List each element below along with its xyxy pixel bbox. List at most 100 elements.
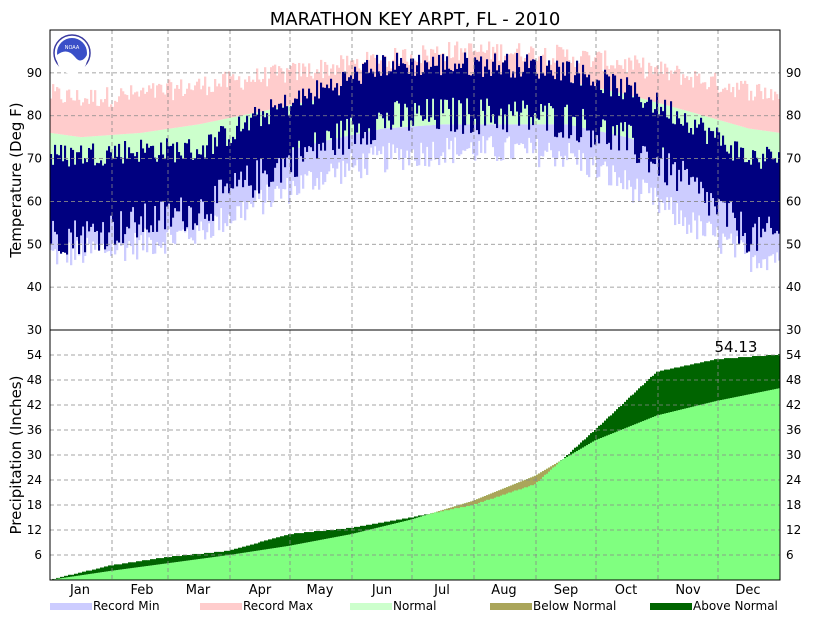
record-min-bar: [368, 131, 371, 154]
normal-bar: [444, 77, 447, 125]
above-normal-bar: [116, 564, 119, 571]
precip-normal-bar: [304, 542, 307, 580]
record-min-bar: [518, 124, 521, 146]
actual-temp-bar: [710, 131, 713, 194]
precip-normal-bar: [510, 485, 513, 580]
actual-temp-bar: [84, 158, 87, 253]
record-min-bar: [488, 124, 491, 138]
record-max-bar: [62, 102, 65, 135]
record-min-bar: [356, 133, 359, 160]
actual-temp-bar: [380, 75, 383, 115]
record-max-bar: [152, 83, 155, 132]
precip-normal-bar: [270, 548, 273, 580]
precip-tick-label-left: 6: [34, 548, 42, 562]
record-max-bar: [334, 74, 337, 96]
record-max-bar: [706, 89, 709, 117]
record-min-bar: [234, 163, 237, 221]
record-max-bar: [200, 89, 203, 124]
record-max-bar: [102, 102, 105, 136]
record-min-bar: [452, 124, 455, 164]
above-normal-bar: [718, 359, 721, 401]
record-min-bar: [462, 124, 465, 151]
record-min-bar: [626, 137, 629, 190]
actual-temp-bar: [116, 156, 119, 241]
above-normal-bar: [336, 528, 339, 537]
record-max-bar: [730, 92, 733, 124]
record-max-bar: [288, 69, 291, 106]
normal-bar: [198, 124, 201, 172]
record-min-bar: [336, 138, 339, 169]
precip-normal-bar: [428, 514, 431, 580]
record-max-bar: [414, 60, 417, 82]
record-min-bar: [582, 127, 585, 154]
record-min-bar: [350, 135, 353, 154]
above-normal-bar: [158, 558, 161, 565]
actual-temp-bar: [714, 137, 717, 207]
record-max-bar: [266, 86, 269, 111]
precip-normal-bar: [306, 542, 309, 580]
precip-normal-bar: [390, 524, 393, 580]
above-normal-bar: [70, 574, 73, 577]
above-normal-bar: [364, 525, 367, 531]
legend-label: Record Max: [243, 599, 313, 613]
actual-temp-bar: [634, 82, 637, 155]
record-max-bar: [758, 83, 761, 130]
below-normal-bar: [488, 494, 491, 500]
actual-temp-bar: [656, 92, 659, 158]
actual-temp-bar: [326, 84, 329, 131]
precip-normal-bar: [210, 557, 213, 580]
below-normal-bar: [468, 502, 471, 507]
record-min-bar: [436, 124, 439, 159]
normal-bar: [182, 126, 185, 175]
record-max-bar: [634, 55, 637, 97]
precip-normal-bar: [388, 524, 391, 580]
record-max-bar: [572, 56, 575, 83]
actual-temp-bar: [672, 123, 675, 165]
actual-temp-bar: [446, 56, 449, 100]
above-normal-bar: [566, 455, 569, 457]
above-normal-bar: [698, 363, 701, 406]
precip-normal-bar: [426, 514, 429, 580]
record-min-bar: [132, 184, 135, 255]
record-max-bar: [740, 80, 743, 127]
above-normal-bar: [620, 406, 623, 430]
actual-temp-bar: [588, 74, 591, 131]
record-min-bar: [332, 138, 335, 169]
chart-title: MARATHON KEY ARPT, FL - 2010: [270, 9, 561, 30]
actual-temp-bar: [220, 126, 223, 180]
record-max-bar: [408, 65, 411, 82]
precip-normal-bar: [344, 535, 347, 580]
record-max-bar: [750, 90, 753, 129]
precip-normal-bar: [640, 421, 643, 580]
record-max-bar: [456, 41, 459, 78]
below-normal-bar: [554, 464, 557, 467]
below-normal-bar: [522, 480, 525, 489]
precip-normal-bar: [538, 473, 541, 580]
legend-swatch: [650, 603, 692, 610]
precip-normal-bar: [332, 537, 335, 580]
precip-normal-bar: [660, 414, 663, 580]
record-max-bar: [332, 64, 335, 97]
record-max-bar: [256, 68, 259, 113]
actual-temp-bar: [490, 75, 493, 123]
record-max-bar: [760, 91, 763, 131]
record-max-bar: [176, 84, 179, 128]
actual-temp-bar: [612, 73, 615, 127]
record-min-bar: [244, 161, 247, 221]
precip-normal-bar: [312, 541, 315, 580]
above-normal-bar: [242, 546, 245, 553]
record-max-bar: [628, 57, 631, 95]
precip-normal-bar: [572, 453, 575, 580]
record-max-bar: [714, 72, 717, 119]
normal-bar: [82, 137, 85, 185]
above-normal-bar: [606, 418, 609, 436]
precip-normal-bar: [766, 390, 769, 580]
normal-bar: [760, 130, 763, 178]
precip-normal-bar: [248, 551, 251, 580]
above-normal-bar: [674, 367, 677, 412]
record-min-bar: [432, 125, 435, 142]
precip-normal-bar: [234, 554, 237, 580]
record-min-bar: [558, 124, 561, 152]
precip-normal-bar: [414, 518, 417, 580]
above-normal-bar: [222, 551, 225, 556]
